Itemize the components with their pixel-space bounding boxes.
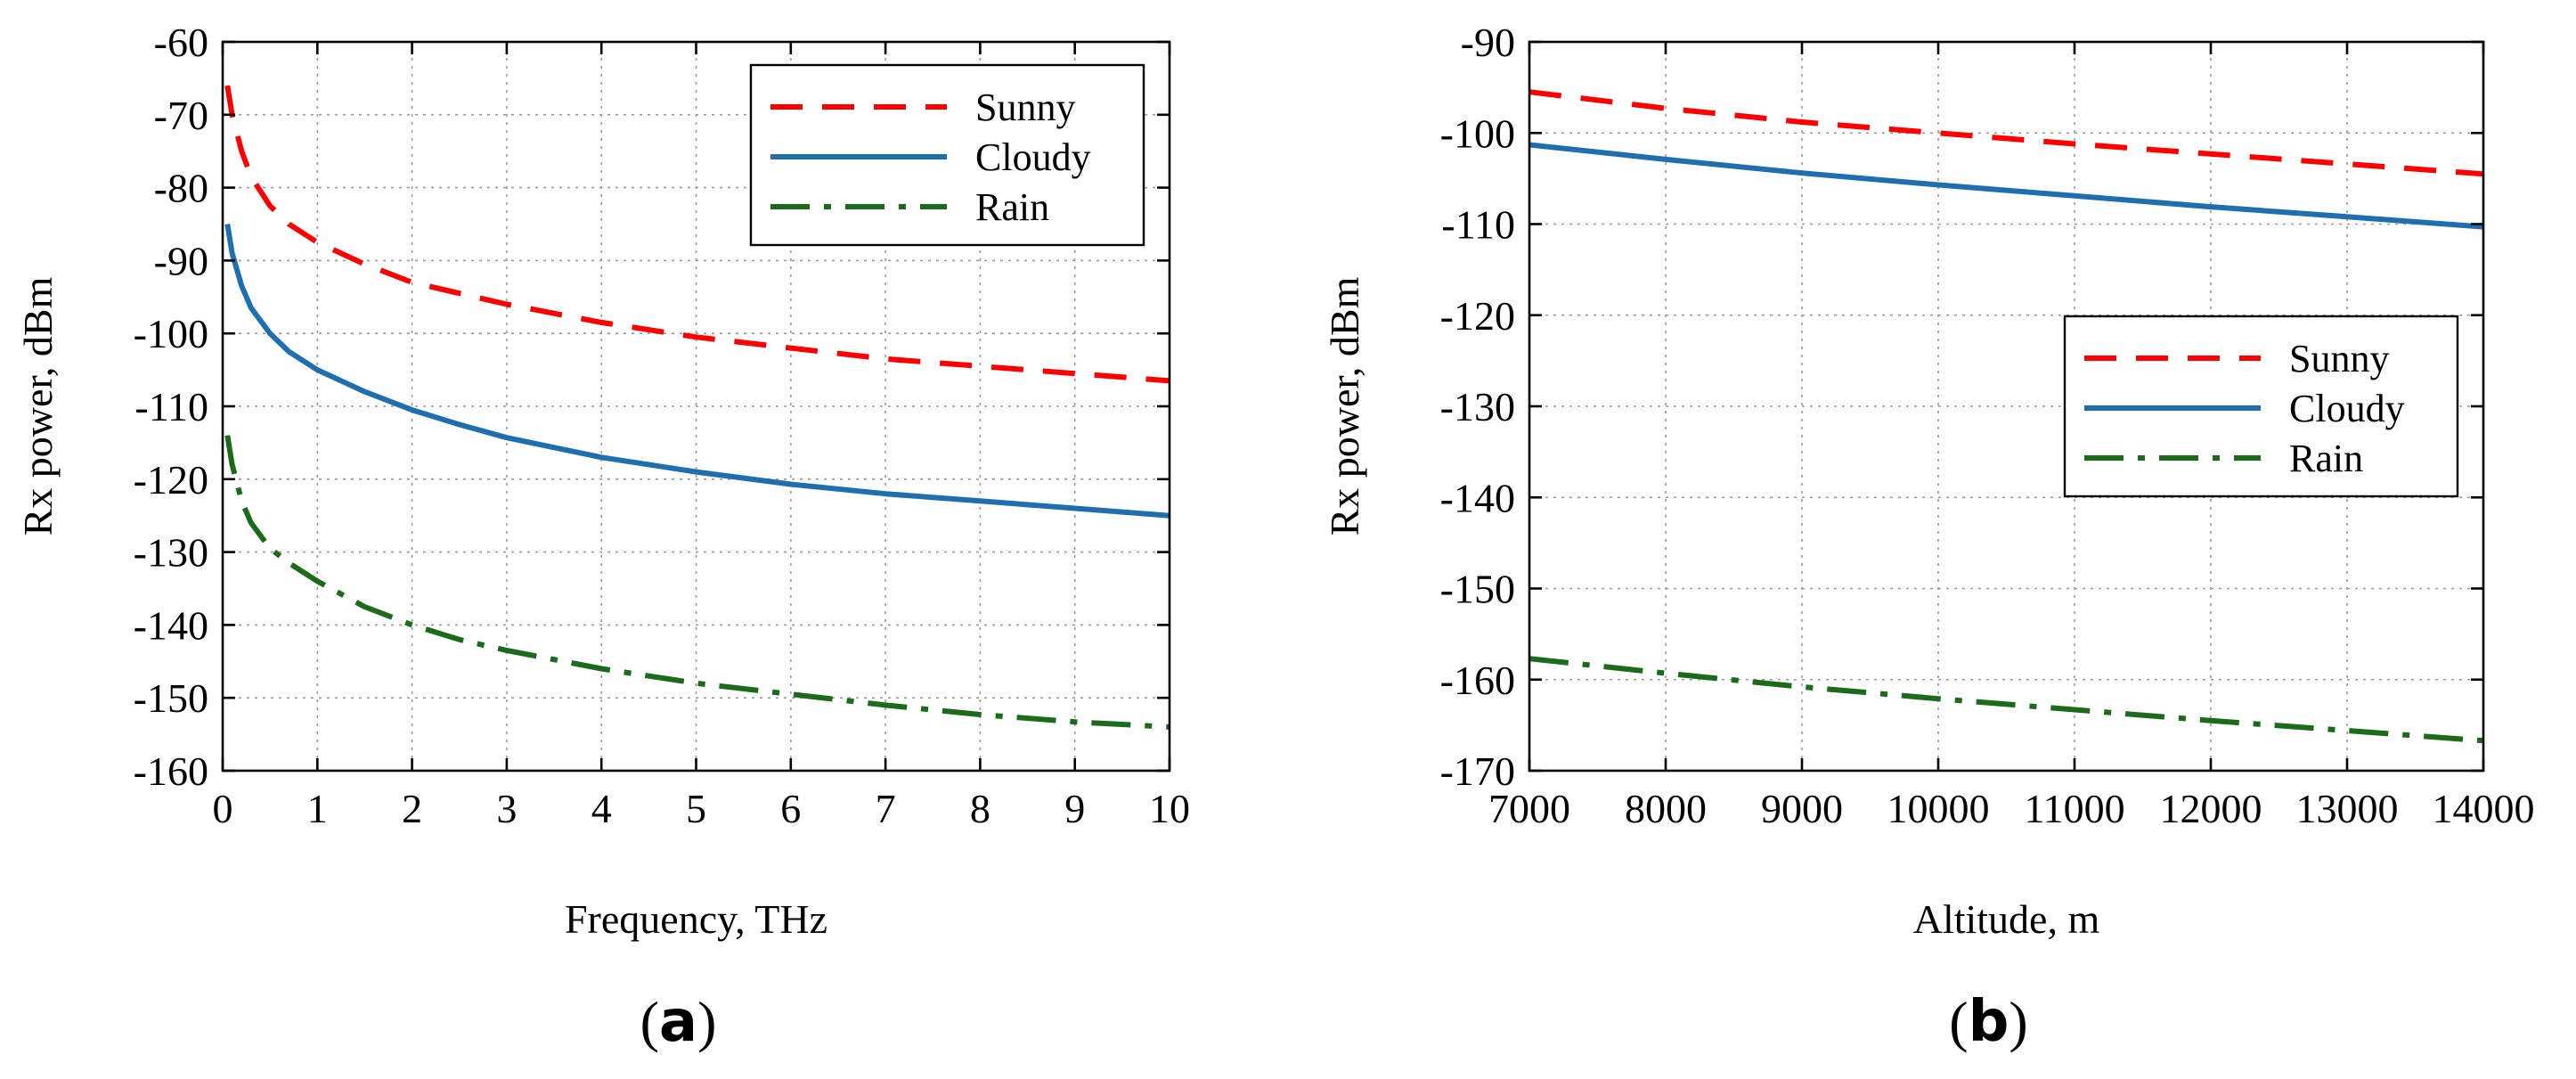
y-axis-title: Rx power, dBm <box>1322 276 1367 535</box>
legend-label-sunny: Sunny <box>2289 337 2389 380</box>
series-line-cloudy <box>224 224 1170 519</box>
series-line-rain <box>224 435 1170 730</box>
y-tick-label: -120 <box>134 457 208 503</box>
x-axis-title: Frequency, THz <box>565 896 827 942</box>
series-line-cloudy <box>1528 142 2484 230</box>
y-tick-label: -150 <box>134 675 208 721</box>
y-tick-label: -100 <box>134 311 208 356</box>
chart-panel-a: 0 1 2 3 4 5 6 7 8 9 10 -60 -70 -80 -90 -100 -110 -120 -130… <box>15 20 1190 1055</box>
legend-label-sunny: Sunny <box>975 86 1075 129</box>
x-tick-label: 9 <box>1064 786 1085 831</box>
y-tick-label: -160 <box>1440 658 1515 703</box>
x-tick-label: 9000 <box>1761 786 1843 831</box>
x-tick-label: 4 <box>591 786 612 831</box>
x-tick-label: 8 <box>970 786 990 831</box>
panel-label: (b) <box>1949 989 2027 1055</box>
y-tick-label: -110 <box>135 384 208 429</box>
x-tick-label: 0 <box>213 786 233 831</box>
x-tick-label: 10 <box>1149 786 1190 831</box>
y-tick-label: -160 <box>134 748 208 794</box>
x-tick-label: 14000 <box>2433 786 2535 831</box>
legend-label-rain: Rain <box>975 185 1049 229</box>
legend-label-cloudy: Cloudy <box>975 135 1091 179</box>
y-tick-label: -100 <box>1440 110 1515 156</box>
chart-panel-b: 7000 8000 9000 10000 11000 12000 13000 14000 -90… <box>1322 20 2535 1055</box>
series-line-sunny <box>224 85 1170 384</box>
y-tick-label: -140 <box>134 602 208 648</box>
x-tick-label: 3 <box>496 786 517 831</box>
y-tick-label: -110 <box>1441 202 1515 248</box>
x-axis-title: Altitude, m <box>1913 896 2100 942</box>
y-tick-label: -90 <box>154 238 208 283</box>
y-tick-label: -70 <box>154 93 208 138</box>
x-tick-label: 5 <box>686 786 706 831</box>
x-tick-label: 12000 <box>2160 786 2262 831</box>
x-tick-label: 7 <box>876 786 896 831</box>
series-line-rain <box>1528 656 2484 744</box>
x-tick-label: 2 <box>402 786 422 831</box>
legend: Sunny Cloudy Rain <box>2063 315 2459 498</box>
legend-label-cloudy: Cloudy <box>2289 387 2405 430</box>
y-tick-label: -140 <box>1440 475 1515 520</box>
y-tick-label: -170 <box>1440 748 1515 794</box>
y-axis-title: Rx power, dBm <box>15 276 61 535</box>
y-tick-label: -90 <box>1461 20 1515 65</box>
x-tick-label: 8000 <box>1625 786 1707 831</box>
legend-label-rain: Rain <box>2289 437 2363 480</box>
y-tick-label: -60 <box>154 20 208 65</box>
y-tick-label: -130 <box>1440 384 1515 429</box>
x-tick-label: 11000 <box>2024 786 2124 831</box>
x-tick-label: 1 <box>307 786 328 831</box>
x-tick-label: 7000 <box>1488 786 1570 831</box>
panel-label: (a) <box>640 989 717 1055</box>
y-tick-label: -120 <box>1440 293 1515 339</box>
legend: Sunny Cloudy Rain <box>749 63 1145 247</box>
y-tick-label: -80 <box>154 166 208 211</box>
x-tick-label: 6 <box>780 786 801 831</box>
x-tick-label: 10000 <box>1887 786 1990 831</box>
series-line-sunny <box>1528 89 2484 177</box>
y-tick-label: -150 <box>1440 567 1515 612</box>
x-tick-label: 13000 <box>2296 786 2399 831</box>
y-tick-label: -130 <box>134 530 208 576</box>
